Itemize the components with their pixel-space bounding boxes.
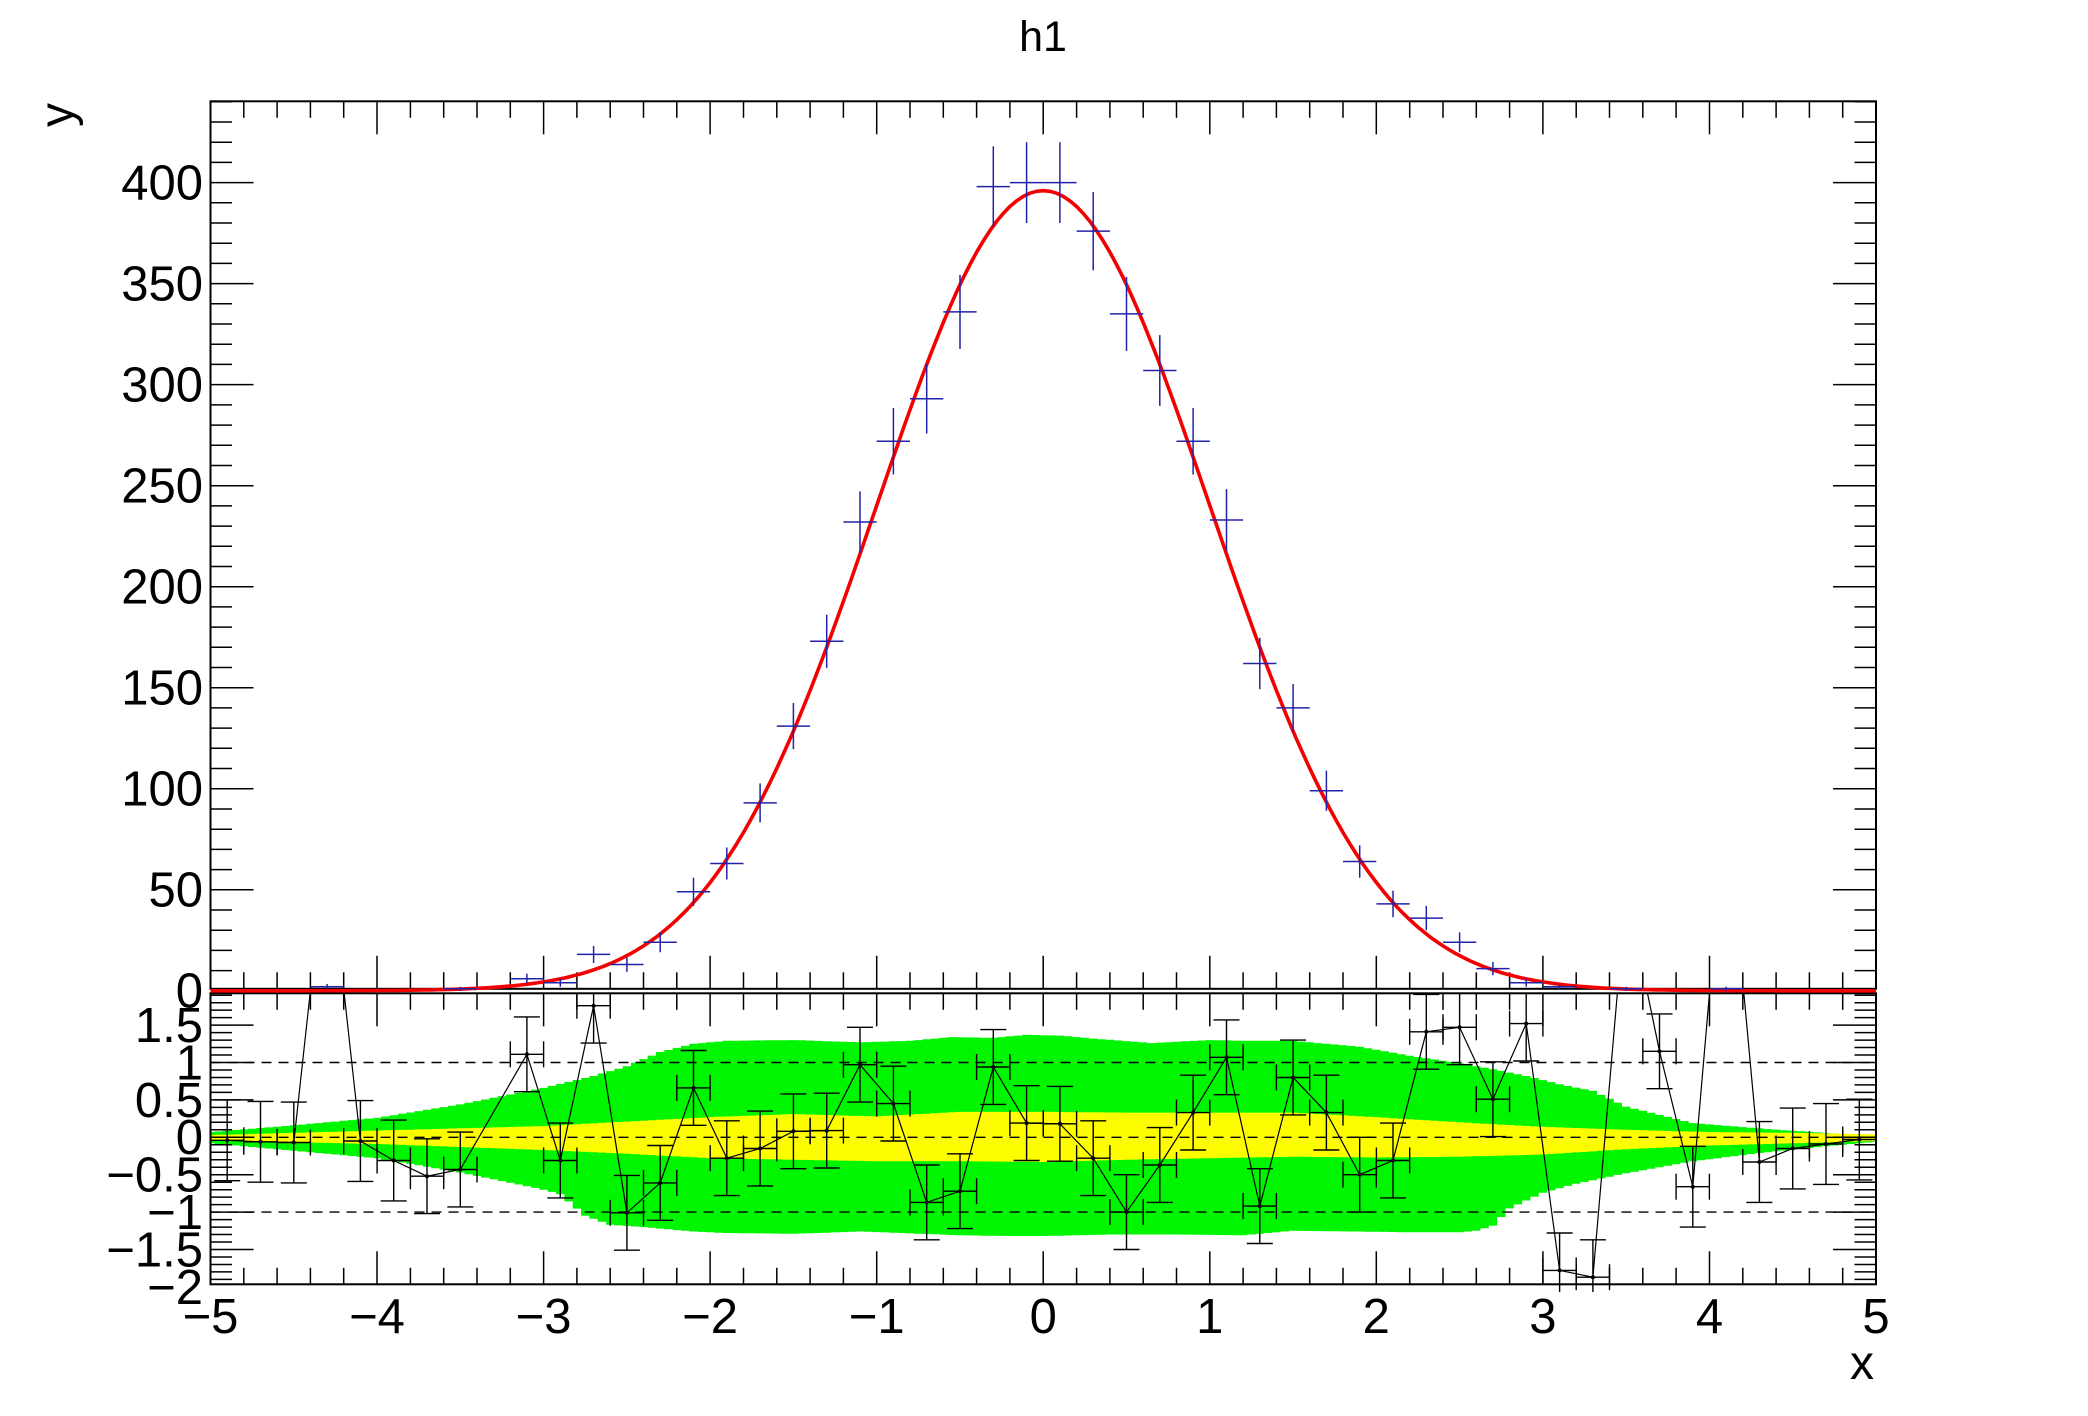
svg-text:1.5: 1.5: [135, 999, 203, 1053]
svg-text:−0.5: −0.5: [106, 1149, 203, 1203]
svg-text:4: 4: [1696, 1290, 1723, 1344]
svg-text:250: 250: [121, 460, 203, 514]
svg-text:0: 0: [176, 965, 203, 1019]
svg-text:400: 400: [121, 157, 203, 211]
svg-text:0.5: 0.5: [135, 1074, 203, 1128]
svg-text:1: 1: [176, 1036, 203, 1090]
svg-text:−2: −2: [147, 1261, 203, 1315]
svg-text:150: 150: [121, 662, 203, 716]
svg-text:−2: −2: [682, 1290, 738, 1344]
svg-text:50: 50: [148, 864, 203, 918]
svg-text:1: 1: [1196, 1290, 1223, 1344]
svg-text:2: 2: [1363, 1290, 1390, 1344]
svg-text:3: 3: [1529, 1290, 1556, 1344]
svg-text:−3: −3: [516, 1290, 572, 1344]
svg-text:−5: −5: [183, 1290, 239, 1344]
svg-text:−4: −4: [349, 1290, 405, 1344]
svg-text:−1: −1: [849, 1290, 905, 1344]
svg-text:−1: −1: [147, 1186, 203, 1240]
svg-text:5: 5: [1862, 1290, 1889, 1344]
svg-text:x: x: [1850, 1337, 1874, 1390]
svg-text:350: 350: [121, 258, 203, 312]
svg-text:y: y: [31, 103, 84, 127]
svg-text:h1: h1: [1019, 13, 1067, 61]
svg-text:0: 0: [1030, 1290, 1057, 1344]
svg-text:100: 100: [121, 763, 203, 817]
svg-text:200: 200: [121, 561, 203, 615]
svg-text:−1.5: −1.5: [106, 1223, 203, 1277]
svg-text:300: 300: [121, 359, 203, 413]
svg-text:0: 0: [176, 1111, 203, 1165]
